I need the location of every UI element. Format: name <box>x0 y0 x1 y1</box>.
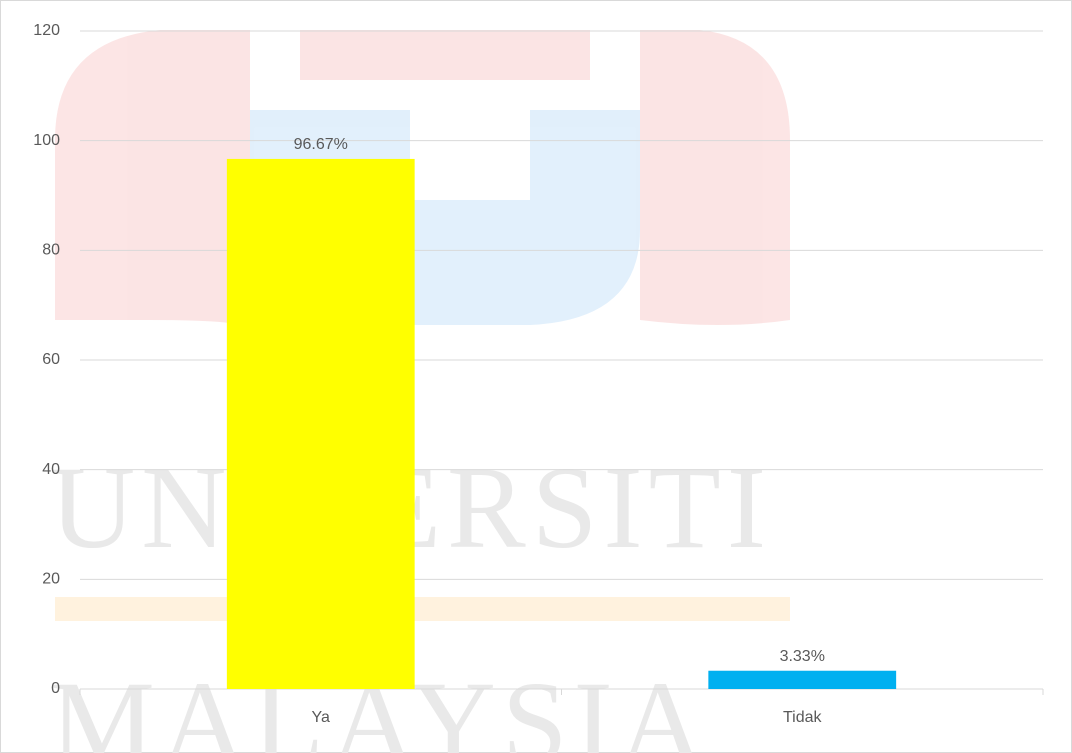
bar <box>708 670 897 689</box>
x-tick-label: Tidak <box>783 709 823 726</box>
y-tick-label: 120 <box>33 22 60 39</box>
y-tick-label: 40 <box>42 461 60 478</box>
y-tick-label: 60 <box>42 351 60 368</box>
y-tick-label: 0 <box>51 680 60 697</box>
y-tick-label: 100 <box>33 132 60 149</box>
data-label: 96.67% <box>294 136 348 153</box>
watermark-logo <box>55 30 790 621</box>
y-tick-label: 20 <box>42 571 60 588</box>
x-tick-label: Ya <box>312 709 330 726</box>
data-label: 3.33% <box>780 648 825 665</box>
bar <box>226 158 415 690</box>
y-tick-label: 80 <box>42 242 60 259</box>
